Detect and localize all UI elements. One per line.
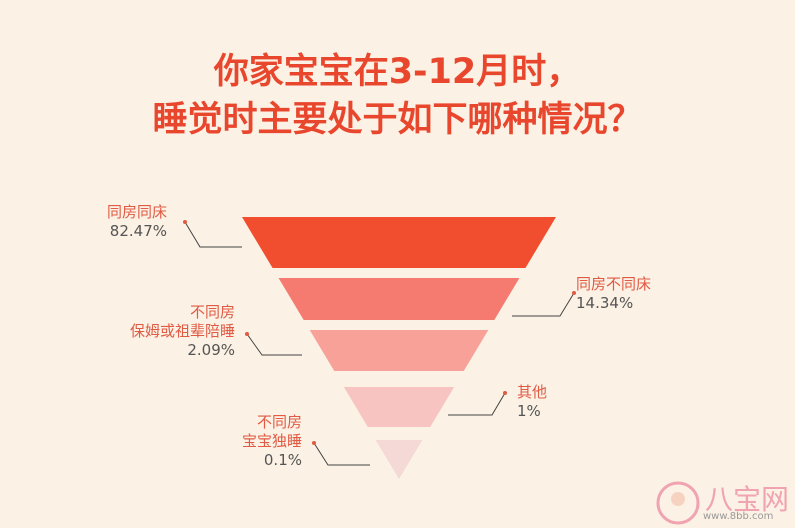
leader-dot-4 (312, 441, 316, 445)
label-1-category: 同房不同床 (576, 275, 652, 293)
label-4-value: 0.1% (263, 451, 302, 469)
funnel-segment-4 (375, 440, 423, 479)
leader-line-1 (512, 292, 575, 317)
funnel-segment-0 (242, 217, 556, 268)
label-2-category-1: 不同房 (189, 303, 235, 321)
label-1: 同房不同床 14.34% (576, 275, 651, 313)
leader-line-4 (313, 442, 370, 466)
leader-line-3 (448, 392, 506, 416)
funnel-segment-1 (278, 278, 520, 320)
label-4: 不同房 宝宝独睡 0.1% (242, 413, 302, 470)
chart-title: 你家宝宝在3-12月时， 睡觉时主要处于如下哪种情况？ (0, 48, 795, 144)
label-3-value: 1% (517, 402, 541, 420)
title-line-2: 睡觉时主要处于如下哪种情况？ (152, 100, 643, 140)
watermark-url: www.8bb.com (703, 511, 774, 522)
label-3-category: 其他 (517, 383, 548, 401)
funnel-segment-3 (343, 387, 455, 427)
label-4-category-2: 宝宝独睡 (241, 432, 302, 450)
watermark-logo: 八宝网 www.8bb.com (655, 480, 790, 526)
label-0-value: 82.47% (109, 222, 167, 240)
leader-dot-0 (183, 220, 187, 224)
leader-line-2 (246, 333, 302, 356)
label-2-category-2: 保姆或祖辈陪睡 (129, 322, 235, 340)
label-2-value: 2.09% (187, 341, 235, 359)
leader-dot-1 (572, 291, 576, 295)
title-line-1: 你家宝宝在3-12月时， (213, 52, 582, 92)
leader-dot-3 (503, 391, 507, 395)
funnel-segment-2 (309, 330, 489, 371)
label-4-category-1: 不同房 (256, 413, 302, 431)
watermark-brand: 八宝网 (705, 483, 790, 516)
label-1-value: 14.34% (576, 294, 634, 312)
label-0-category: 同房同床 (106, 203, 167, 221)
baby-face-icon (656, 481, 700, 525)
label-2: 不同房 保姆或祖辈陪睡 2.09% (130, 303, 235, 360)
leader-dot-2 (245, 332, 249, 336)
label-0: 同房同床 82.47% (107, 203, 167, 241)
label-3: 其他 1% (517, 383, 547, 421)
leader-line-0 (184, 221, 242, 248)
